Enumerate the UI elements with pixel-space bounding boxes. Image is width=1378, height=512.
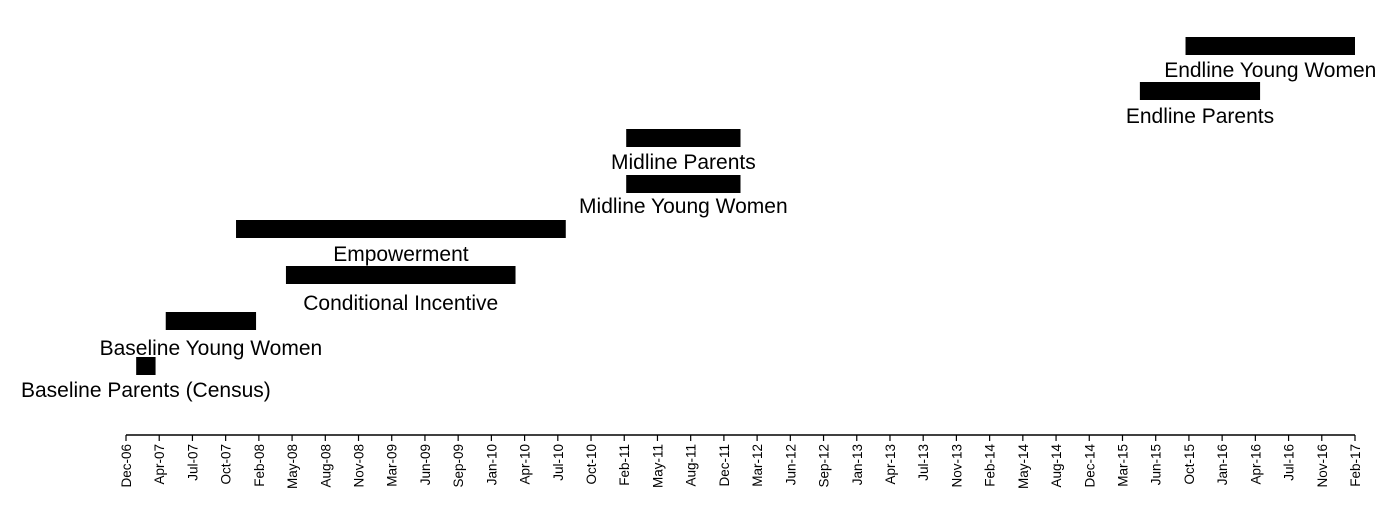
bar-midline-young-women bbox=[626, 175, 741, 193]
x-tick-label: Oct-07 bbox=[219, 444, 234, 485]
x-tick-label: Sep-09 bbox=[451, 444, 466, 488]
x-tick-label: Jul-16 bbox=[1282, 444, 1297, 481]
x-tick-label: Jun-12 bbox=[783, 444, 798, 485]
x-tick-label: Mar-12 bbox=[750, 444, 765, 487]
x-tick-label: Oct-15 bbox=[1182, 444, 1197, 485]
x-tick-label: Dec-14 bbox=[1082, 444, 1097, 488]
x-tick-label: May-14 bbox=[1016, 444, 1031, 490]
x-tick-label: Jan-13 bbox=[850, 444, 865, 485]
bar-label-conditional-incentive: Conditional Incentive bbox=[303, 292, 498, 315]
bar-label-midline-parents: Midline Parents bbox=[611, 151, 756, 174]
x-tick-label: Feb-08 bbox=[252, 444, 267, 487]
x-tick-label: Feb-11 bbox=[617, 444, 632, 486]
x-tick-label: Jul-13 bbox=[916, 444, 931, 481]
x-tick-label: Jun-15 bbox=[1149, 444, 1164, 485]
bar-layer bbox=[136, 37, 1355, 375]
x-tick-label: Feb-14 bbox=[983, 444, 998, 487]
x-tick-label: Mar-15 bbox=[1115, 444, 1130, 487]
x-tick-label: Apr-16 bbox=[1248, 444, 1263, 485]
bar-label-baseline-young-women: Baseline Young Women bbox=[100, 337, 323, 360]
x-tick-label: Mar-09 bbox=[385, 444, 400, 487]
x-tick-label: Dec-11 bbox=[717, 444, 732, 487]
x-tick-label: Jul-07 bbox=[185, 444, 200, 481]
x-tick-label: Dec-06 bbox=[119, 444, 134, 488]
x-axis: Dec-06 Apr-07 Jul-07 Oct-07 Feb-08 May-08 Aug-… bbox=[119, 434, 1363, 490]
x-tick-label: Nov-13 bbox=[949, 444, 964, 488]
x-tick-label: Jun-09 bbox=[418, 444, 433, 485]
x-tick-label: Oct-10 bbox=[584, 444, 599, 485]
bar-label-empowerment: Empowerment bbox=[333, 243, 469, 266]
x-tick-label: Sep-12 bbox=[817, 444, 832, 488]
bar-baseline-young-women bbox=[165, 312, 257, 330]
x-tick-label: Apr-13 bbox=[883, 444, 898, 485]
x-tick-label: Apr-10 bbox=[518, 444, 533, 485]
x-tick-label: Feb-17 bbox=[1348, 444, 1363, 487]
x-tick-label: Aug-08 bbox=[318, 444, 333, 488]
bar-endline-young-women bbox=[1185, 37, 1355, 55]
x-tick-label: May-08 bbox=[285, 444, 300, 489]
x-tick-label: May-11 bbox=[650, 444, 665, 488]
bar-endline-parents bbox=[1139, 82, 1261, 100]
x-tick-label: Jan-10 bbox=[484, 444, 499, 485]
bar-label-endline-parents: Endline Parents bbox=[1126, 105, 1274, 128]
x-tick-label: Aug-14 bbox=[1049, 444, 1064, 488]
bar-label-endline-young-women: Endline Young Women bbox=[1164, 59, 1376, 82]
bar-label-layer: Baseline Parents (Census) Baseline Young … bbox=[21, 59, 1376, 402]
bar-label-baseline-parents-census: Baseline Parents (Census) bbox=[21, 379, 271, 402]
x-tick-label: Jan-16 bbox=[1215, 444, 1230, 485]
bar-label-midline-young-women: Midline Young Women bbox=[579, 195, 788, 218]
bar-empowerment bbox=[236, 220, 566, 238]
x-tick-label: Jul-10 bbox=[551, 444, 566, 481]
bar-midline-parents bbox=[626, 129, 741, 147]
bar-conditional-incentive bbox=[285, 266, 516, 284]
x-tick-label: Nov-08 bbox=[352, 444, 367, 488]
bar-baseline-parents-census bbox=[136, 357, 156, 375]
x-tick-label: Nov-16 bbox=[1315, 444, 1330, 488]
x-tick-label: Apr-07 bbox=[152, 444, 167, 485]
x-tick-label: Aug-11 bbox=[684, 444, 699, 487]
